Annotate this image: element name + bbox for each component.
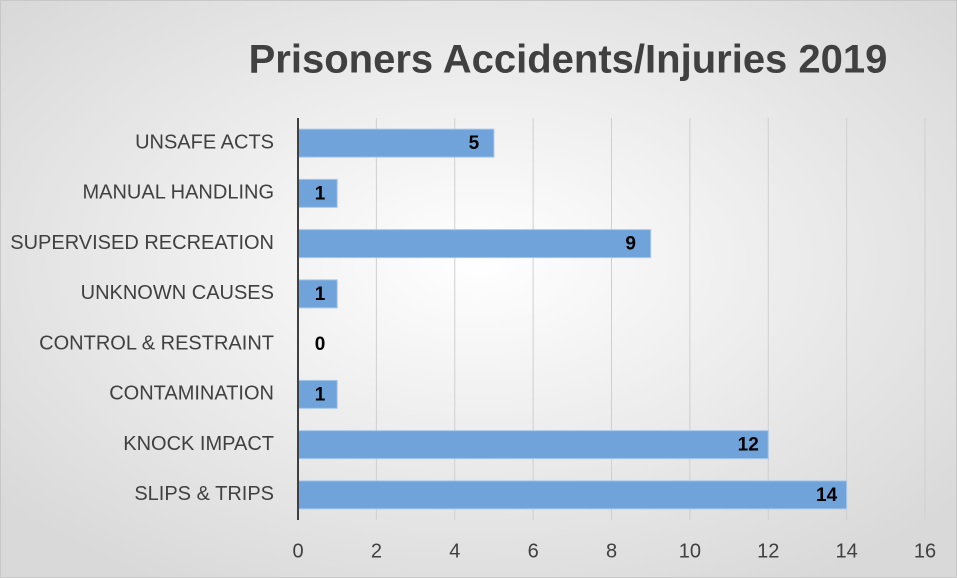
data-label: 1 <box>315 384 326 405</box>
x-tick-label: 6 <box>528 540 539 562</box>
x-tick-label: 14 <box>836 540 858 562</box>
x-tick-label: 10 <box>679 540 701 562</box>
bar <box>297 480 848 510</box>
y-tick-label: KNOCK IMPACT <box>123 433 274 455</box>
data-label: 5 <box>469 133 480 154</box>
y-tick-label: SLIPS & TRIPS <box>134 483 274 505</box>
data-label: 1 <box>315 284 326 305</box>
bar <box>297 128 495 158</box>
bar <box>297 430 769 460</box>
data-label: 1 <box>315 183 326 204</box>
chart-title: Prisoners Accidents/Injuries 2019 <box>249 38 888 82</box>
y-tick-label: CONTROL & RESTRAINT <box>39 332 274 354</box>
x-tick-label: 12 <box>757 540 779 562</box>
y-tick-label: CONTAMINATION <box>109 383 274 405</box>
x-tick-label: 16 <box>914 540 936 562</box>
y-tick-label: UNSAFE ACTS <box>135 131 274 153</box>
data-label: 14 <box>816 485 838 506</box>
data-label: 9 <box>625 234 636 255</box>
y-tick-label: MANUAL HANDLING <box>82 182 274 204</box>
x-tick-label: 2 <box>371 540 382 562</box>
bar <box>297 279 338 309</box>
data-label: 12 <box>738 435 759 456</box>
x-tick-label: 4 <box>449 540 460 562</box>
x-tick-label: 8 <box>606 540 617 562</box>
x-tick-label: 0 <box>292 540 303 562</box>
y-tick-label: SUPERVISED RECREATION <box>10 232 274 254</box>
y-tick-label: UNKNOWN CAUSES <box>81 282 274 304</box>
data-label: 0 <box>315 334 326 355</box>
bar <box>297 229 652 259</box>
bar <box>297 379 338 409</box>
